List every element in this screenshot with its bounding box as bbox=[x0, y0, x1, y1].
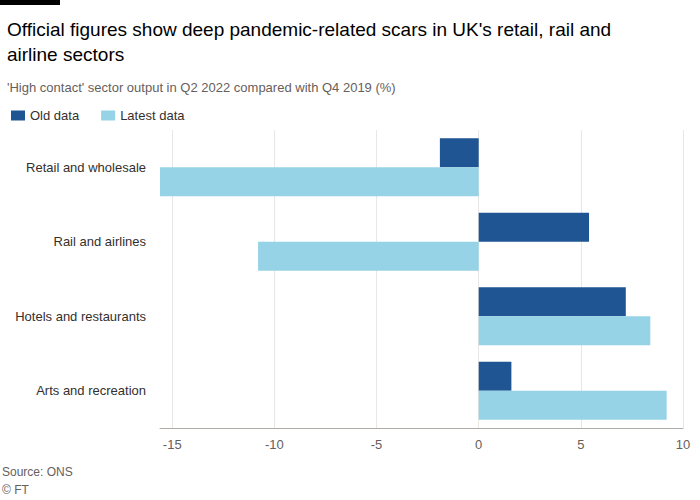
svg-text:© FT: © FT bbox=[2, 483, 30, 497]
svg-text:Retail and wholesale: Retail and wholesale bbox=[26, 160, 146, 175]
svg-text:-10: -10 bbox=[265, 437, 284, 452]
svg-text:Hotels and restaurants: Hotels and restaurants bbox=[15, 309, 146, 324]
svg-text:Old data: Old data bbox=[30, 108, 80, 123]
svg-text:Source: ONS: Source: ONS bbox=[2, 465, 73, 479]
svg-text:0: 0 bbox=[475, 437, 482, 452]
svg-text:-5: -5 bbox=[371, 437, 383, 452]
svg-text:5: 5 bbox=[577, 437, 584, 452]
svg-text:Latest data: Latest data bbox=[120, 108, 185, 123]
svg-text:10: 10 bbox=[676, 437, 690, 452]
svg-text:'High contact' sector output i: 'High contact' sector output in Q2 2022 … bbox=[7, 80, 396, 95]
svg-text:airline sectors: airline sectors bbox=[7, 44, 124, 65]
svg-text:Official figures show deep pan: Official figures show deep pandemic-rela… bbox=[7, 19, 616, 40]
svg-text:Arts and recreation: Arts and recreation bbox=[36, 383, 146, 398]
svg-text:Rail and airlines: Rail and airlines bbox=[54, 234, 147, 249]
svg-text:-15: -15 bbox=[163, 437, 182, 452]
